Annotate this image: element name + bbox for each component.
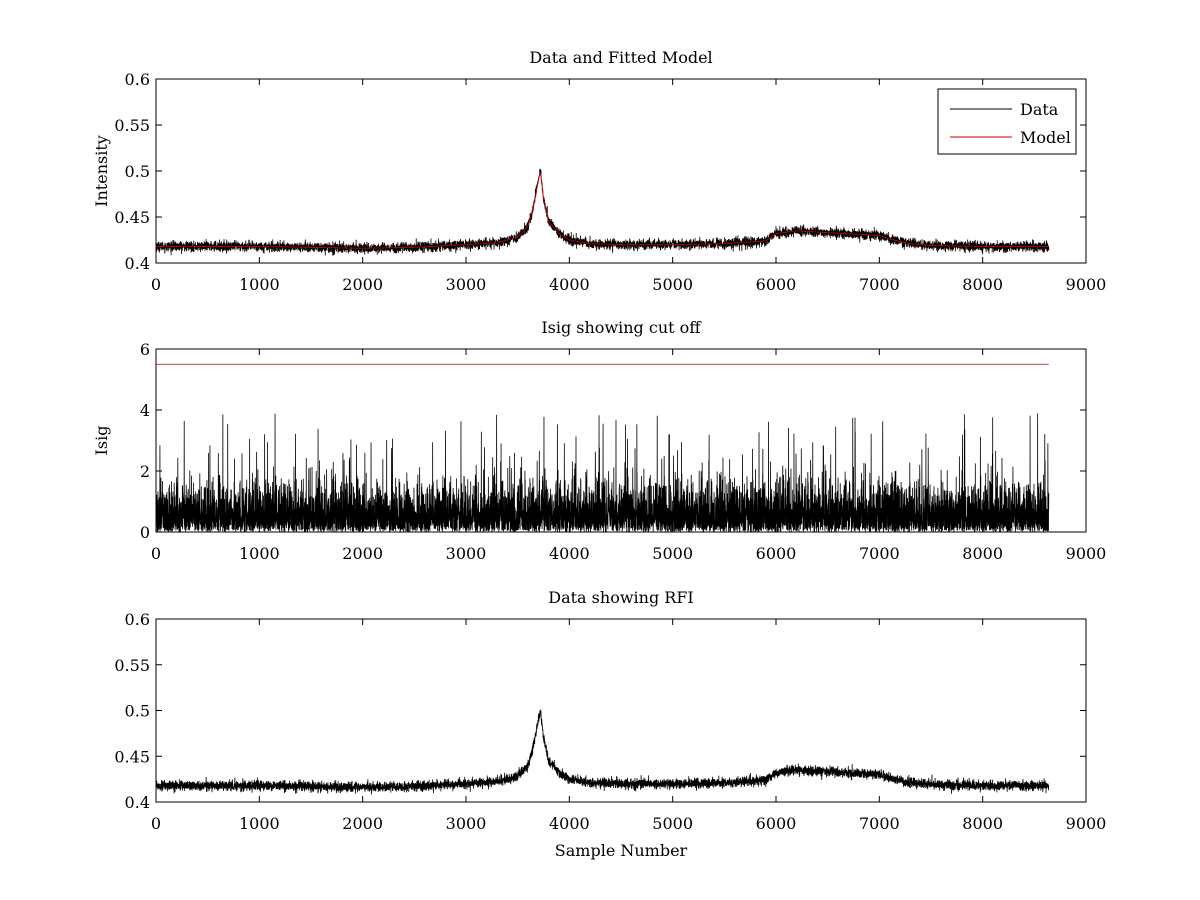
y-tick-label: 0.4	[125, 254, 150, 273]
series-group	[156, 709, 1050, 795]
x-tick-label: 5000	[652, 275, 693, 294]
legend-label-model: Model	[1020, 128, 1071, 147]
x-tick-label: 0	[151, 544, 161, 563]
x-tick-label: 0	[151, 814, 161, 833]
y-tick-label: 0.45	[114, 208, 150, 227]
series-line-model	[156, 172, 1049, 249]
x-tick-label: 3000	[446, 275, 487, 294]
x-tick-label: 6000	[756, 814, 797, 833]
subplot-1: 0 1000 2000 3000 4000 5000 6000 7000 8000 9000 0.4…	[92, 48, 1106, 294]
x-tick-label: 8000	[962, 275, 1003, 294]
x-tick-label: 6000	[756, 275, 797, 294]
series-line-data	[156, 709, 1050, 795]
y-tick-label: 0.6	[125, 70, 150, 89]
x-tick-label: 1000	[239, 814, 280, 833]
subplot-3: 0 1000 2000 3000 4000 5000 6000 7000 8000 9000 0.4…	[114, 588, 1106, 860]
axes-box	[155, 618, 1087, 803]
x-tick-label: 2000	[342, 814, 383, 833]
x-tick-label: 2000	[342, 544, 383, 563]
series-line-data	[156, 413, 1050, 532]
x-tick-label: 0	[151, 275, 161, 294]
y-tick-label: 0.45	[114, 747, 150, 766]
x-tick-label: 7000	[859, 544, 900, 563]
y-tick-label: 0.4	[125, 793, 150, 812]
y-axis-label: Isig	[92, 426, 111, 456]
series-line-data	[156, 168, 1050, 256]
y-tick-label: 6	[140, 340, 150, 359]
y-tick-label: 2	[140, 462, 150, 481]
x-tick-label: 5000	[652, 814, 693, 833]
x-tick-label: 9000	[1066, 544, 1107, 563]
x-tick-label: 6000	[756, 544, 797, 563]
x-tick-label: 3000	[446, 544, 487, 563]
x-tick-label: 1000	[239, 275, 280, 294]
legend-box	[937, 88, 1077, 155]
x-tick-label: 7000	[859, 275, 900, 294]
x-tick-label: 8000	[962, 544, 1003, 563]
y-tick-label: 0.55	[114, 656, 150, 675]
series-group	[156, 168, 1050, 256]
x-tick-label: 4000	[549, 814, 590, 833]
x-axis-label: Sample Number	[555, 841, 688, 860]
series-group	[156, 363, 1050, 532]
y-tick-label: 0	[140, 523, 150, 542]
x-tick-label: 4000	[549, 544, 590, 563]
axes-box	[155, 348, 1087, 533]
y-axis-label: Intensity	[92, 135, 111, 207]
y-tick-label: 0.55	[114, 116, 150, 135]
y-tick-label: 0.5	[125, 702, 150, 721]
subplot-title: Data showing RFI	[548, 588, 693, 607]
x-tick-label: 7000	[859, 814, 900, 833]
x-tick-label: 4000	[549, 275, 590, 294]
x-tick-label: 8000	[962, 814, 1003, 833]
legend: Data Model	[937, 88, 1077, 155]
subplot-title: Data and Fitted Model	[529, 48, 712, 67]
x-tick-label: 2000	[342, 275, 383, 294]
x-tick-label: 9000	[1066, 275, 1107, 294]
x-tick-label: 3000	[446, 814, 487, 833]
subplot-2: 0 1000 2000 3000 4000 5000 6000 7000 8000 9000 0 2 4…	[92, 318, 1106, 563]
y-tick-label: 4	[140, 401, 150, 420]
x-tick-label: 1000	[239, 544, 280, 563]
y-tick-label: 0.6	[125, 610, 150, 629]
x-tick-label: 9000	[1066, 814, 1107, 833]
legend-label-data: Data	[1020, 100, 1059, 119]
x-tick-label: 5000	[652, 544, 693, 563]
y-tick-label: 0.5	[125, 162, 150, 181]
subplot-title: Isig showing cut off	[541, 318, 702, 337]
